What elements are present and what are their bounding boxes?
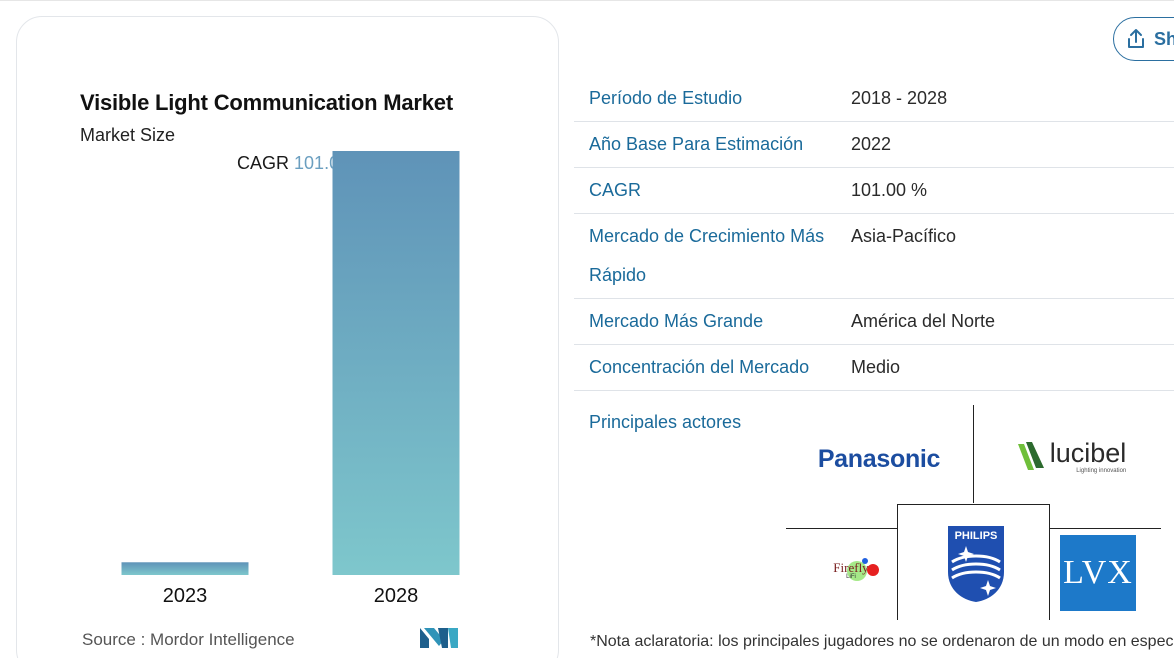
players-footnote: *Nota aclaratoria: los principales jugad… [590,633,1174,650]
share-label: Sh [1154,28,1174,49]
lucibel-tagline: Lighting innovation [1076,468,1127,474]
share-button[interactable]: Sh [1113,17,1174,61]
mordor-intelligence-logo [420,628,458,648]
logo-divider [973,405,974,503]
info-label: Período de Estudio [589,88,743,108]
logo-divider [1050,528,1161,529]
logo-divider [1049,504,1050,620]
firefly-subtext: LiFi [846,573,856,580]
lucibel-mark-icon [1017,442,1044,470]
logo-divider [786,528,897,529]
lvx-wordmark: LVX [1063,554,1133,591]
info-row-concentration: Concentración del Mercado Medio [574,345,1174,391]
key-players-label: Principales actores [589,412,742,432]
panasonic-wordmark: Panasonic [817,444,941,473]
lucibel-logo: lucibel Lighting innovation [1001,433,1141,481]
bar-2028 [332,151,460,575]
bar-2023 [121,562,249,575]
info-row-base-year: Año Base Para Estimación 2022 [574,122,1174,168]
info-row-study-period: Período de Estudio 2018 - 2028 [574,76,1174,122]
logo-divider [897,504,1050,505]
info-value: 2018 - 2028 [851,88,948,108]
info-value: Asia-Pacífico [851,226,957,246]
top-divider [0,0,1174,1]
lucibel-wordmark: lucibel [1049,438,1127,468]
market-info-table: Período de Estudio 2018 - 2028 Año Base … [574,76,1174,391]
info-label: Concentración del Mercado [589,357,810,377]
info-label: Año Base Para Estimación [589,134,804,154]
info-row-fastest-growing: Mercado de Crecimiento Más Rápido Asia-P… [574,214,1174,299]
philips-wordmark: PHILIPS [955,530,998,542]
logo-divider [897,504,898,620]
x-tick-label: 2023 [163,585,208,607]
chart-title: Visible Light Communication Market [80,90,453,115]
chart-subtitle: Market Size [80,125,176,145]
info-label: Mercado de Crecimiento Más Rápido [589,226,825,285]
info-value: América del Norte [851,311,996,331]
philips-shield-icon: PHILIPS [948,526,1004,602]
market-size-card [16,16,559,658]
lvx-logo: LVX [1060,535,1136,611]
cagr-prefix: CAGR [237,153,290,173]
firefly-glow-icon [847,558,879,581]
info-value: Medio [851,357,901,377]
info-value: 2022 [851,134,892,154]
philips-logo: PHILIPS [936,523,1016,605]
cagr-callout-value: 101.00 % [294,153,333,173]
cagr-callout: CAGR 101.00 % [237,153,333,174]
info-value: 101.00 % [851,180,928,200]
info-row-cagr: CAGR 101.00 % [574,168,1174,214]
panasonic-logo: Panasonic [794,437,964,481]
firefly-wordmark: Firefly [833,559,869,575]
x-tick-label: 2028 [374,585,419,607]
market-size-chart: 2023 2028 [121,151,460,607]
info-label: CAGR [589,180,642,200]
share-icon [1128,29,1144,48]
chart-source: Source : Mordor Intelligence [82,630,295,649]
firefly-logo: Firefly LiFi [806,555,896,585]
key-players-logos: Panasonic lucibel Lighting innovation Fi… [786,405,1166,620]
info-label: Mercado Más Grande [589,311,764,331]
info-row-largest-market: Mercado Más Grande América del Norte [574,299,1174,345]
